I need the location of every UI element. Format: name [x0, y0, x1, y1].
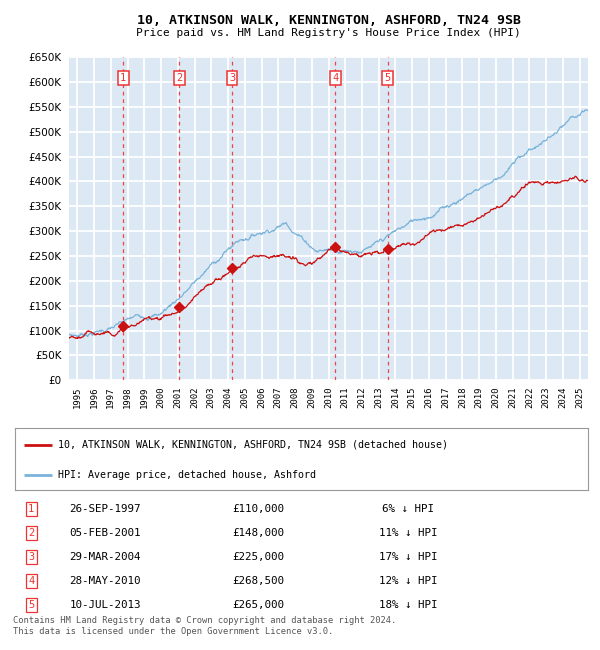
Text: HPI: Average price, detached house, Ashford: HPI: Average price, detached house, Ashf… [58, 469, 316, 480]
Text: 18% ↓ HPI: 18% ↓ HPI [379, 600, 437, 610]
Text: 5: 5 [385, 73, 391, 83]
Text: 28-MAY-2010: 28-MAY-2010 [69, 576, 141, 586]
Text: 4: 4 [332, 73, 338, 83]
Text: Price paid vs. HM Land Registry's House Price Index (HPI): Price paid vs. HM Land Registry's House … [136, 28, 521, 38]
Text: 2: 2 [176, 73, 182, 83]
Text: 29-MAR-2004: 29-MAR-2004 [69, 552, 141, 562]
Text: £148,000: £148,000 [232, 528, 284, 538]
Text: £225,000: £225,000 [232, 552, 284, 562]
Text: 26-SEP-1997: 26-SEP-1997 [69, 504, 141, 514]
Text: 1: 1 [28, 504, 34, 514]
Text: 17% ↓ HPI: 17% ↓ HPI [379, 552, 437, 562]
Text: 4: 4 [28, 576, 34, 586]
Text: 10, ATKINSON WALK, KENNINGTON, ASHFORD, TN24 9SB (detached house): 10, ATKINSON WALK, KENNINGTON, ASHFORD, … [58, 440, 448, 450]
Text: 1: 1 [120, 73, 127, 83]
Text: 12% ↓ HPI: 12% ↓ HPI [379, 576, 437, 586]
Text: £110,000: £110,000 [232, 504, 284, 514]
Text: 10, ATKINSON WALK, KENNINGTON, ASHFORD, TN24 9SB: 10, ATKINSON WALK, KENNINGTON, ASHFORD, … [137, 14, 521, 27]
Text: £265,000: £265,000 [232, 600, 284, 610]
Text: 5: 5 [28, 600, 34, 610]
Text: 6% ↓ HPI: 6% ↓ HPI [382, 504, 434, 514]
Text: 3: 3 [229, 73, 235, 83]
Text: 3: 3 [28, 552, 34, 562]
Text: Contains HM Land Registry data © Crown copyright and database right 2024.
This d: Contains HM Land Registry data © Crown c… [13, 616, 397, 636]
Text: 05-FEB-2001: 05-FEB-2001 [69, 528, 141, 538]
Text: 11% ↓ HPI: 11% ↓ HPI [379, 528, 437, 538]
Text: 2: 2 [28, 528, 34, 538]
Text: £268,500: £268,500 [232, 576, 284, 586]
Text: 10-JUL-2013: 10-JUL-2013 [69, 600, 141, 610]
